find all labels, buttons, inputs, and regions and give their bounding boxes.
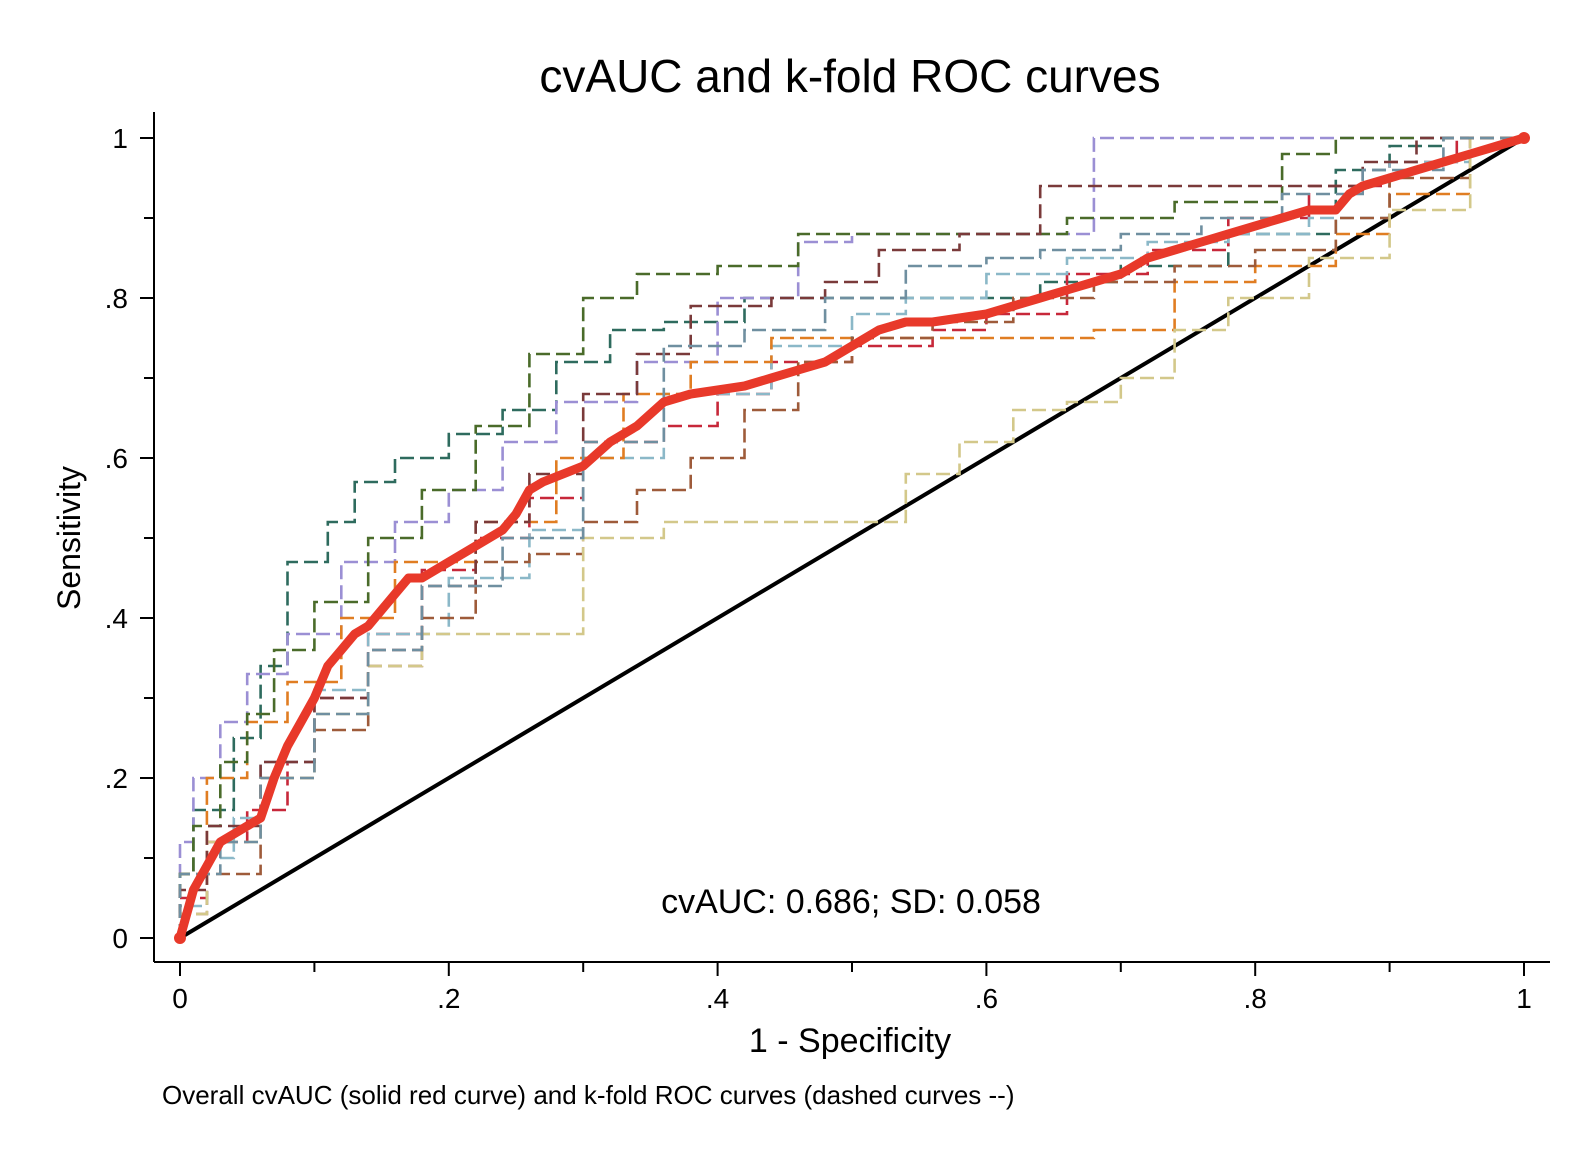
fold-curve-7 bbox=[178, 136, 1524, 938]
x-axis-label: 1 - Specificity bbox=[749, 1022, 951, 1060]
reference-diagonal-line bbox=[178, 136, 1526, 940]
overall-cvauc-curve bbox=[175, 133, 1529, 943]
x-tick-label: 1 bbox=[1516, 983, 1532, 1014]
reference-line-layer bbox=[178, 136, 1526, 940]
x-tick-label: .4 bbox=[706, 983, 729, 1014]
overall-curve-start-point bbox=[174, 932, 186, 944]
y-tick-label: 0 bbox=[112, 923, 128, 954]
overall-curve-end-point bbox=[1518, 132, 1530, 144]
axes-layer: 0 .2 .4 .6 .8 1 0 .2 .4 .6 .8 1 bbox=[105, 112, 1550, 1014]
fold-curve-6 bbox=[178, 136, 1524, 938]
y-tick-label: .2 bbox=[105, 763, 128, 794]
y-tick-label: .6 bbox=[105, 443, 128, 474]
chart-title: cvAUC and k-fold ROC curves bbox=[539, 50, 1160, 102]
chart-note: Overall cvAUC (solid red curve) and k-fo… bbox=[162, 1080, 1014, 1110]
fold-curve-5 bbox=[178, 136, 1524, 938]
x-tick-label: .6 bbox=[975, 983, 998, 1014]
overall-curve-layer bbox=[174, 132, 1530, 944]
fold-curves-layer bbox=[178, 136, 1524, 938]
y-axis-label: Sensitivity bbox=[51, 466, 87, 610]
fold-curve-10 bbox=[178, 136, 1524, 938]
y-tick-label: 1 bbox=[112, 123, 128, 154]
y-tick-label: .8 bbox=[105, 283, 128, 314]
x-tick-label: 0 bbox=[172, 983, 188, 1014]
x-tick-label: .2 bbox=[437, 983, 460, 1014]
x-tick-label: .8 bbox=[1244, 983, 1267, 1014]
y-tick-label: .4 bbox=[105, 603, 128, 634]
cvauc-annotation: cvAUC: 0.686; SD: 0.058 bbox=[661, 883, 1041, 921]
